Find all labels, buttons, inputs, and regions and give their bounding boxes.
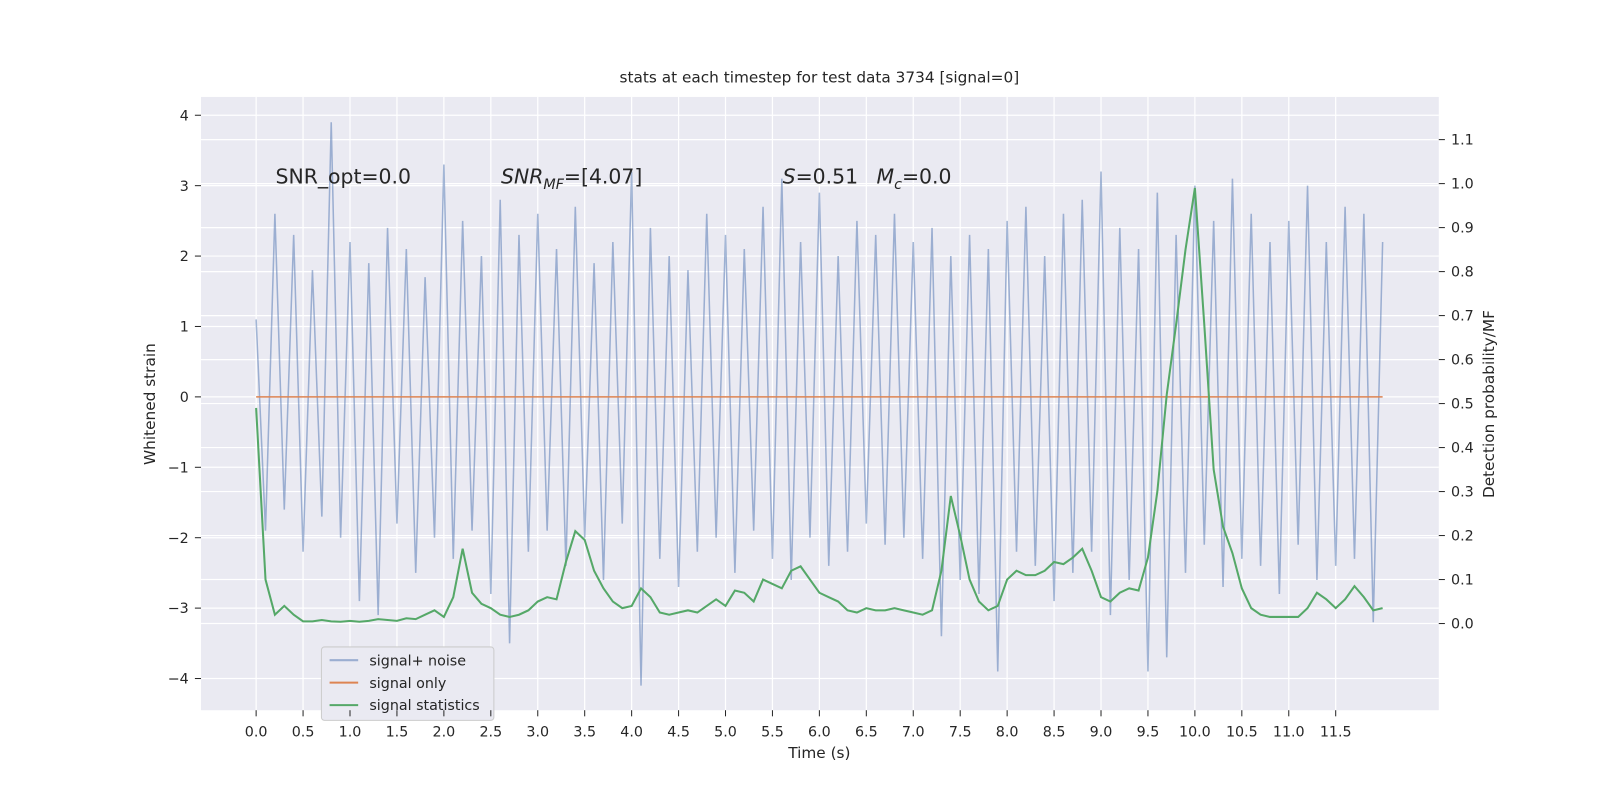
legend-label: signal statistics bbox=[369, 698, 479, 714]
x-tick-label: 7.0 bbox=[902, 725, 925, 741]
legend: signal+ noise signal only signal statistic… bbox=[320, 646, 495, 721]
y2-tick-label: 0.4 bbox=[1451, 441, 1474, 457]
x-tick-label: 0.5 bbox=[292, 725, 315, 741]
y-axis-label: Whitened strain bbox=[141, 343, 159, 465]
y2-axis-label: Detection probability/MF bbox=[1480, 310, 1498, 498]
x-tick-label: 1.5 bbox=[386, 725, 409, 741]
x-tick-label: 7.5 bbox=[949, 725, 972, 741]
x-tick-label: 6.0 bbox=[808, 725, 831, 741]
annotation: SNR_opt=0.0 bbox=[276, 165, 412, 190]
series-line bbox=[255, 187, 1383, 623]
y-tick-label: 0 bbox=[180, 390, 189, 406]
x-tick-label: 8.5 bbox=[1043, 725, 1066, 741]
x-tick-label: 5.5 bbox=[761, 725, 784, 741]
x-tick-label: 0.0 bbox=[245, 725, 268, 741]
annotation: SNRMF=[4.07] bbox=[501, 165, 642, 193]
y2-tick-label: 0.3 bbox=[1451, 485, 1474, 501]
x-tick-label: 10.5 bbox=[1226, 725, 1258, 741]
x-axis-label: Time (s) bbox=[787, 744, 850, 762]
x-tick-label: 2.5 bbox=[479, 725, 502, 741]
x-tick-label: 5.0 bbox=[714, 725, 737, 741]
y2-tick-label: 0.5 bbox=[1451, 397, 1474, 413]
x-tick-label: 2.0 bbox=[433, 725, 456, 741]
y2-tick-label: 0.9 bbox=[1451, 221, 1474, 237]
x-tick-label: 3.5 bbox=[573, 725, 596, 741]
y2-tick-label: 1.0 bbox=[1451, 177, 1474, 193]
annotation: S=0.51 bbox=[783, 165, 858, 189]
chart-title: stats at each timestep for test data 373… bbox=[620, 69, 1020, 87]
legend-box bbox=[320, 646, 495, 721]
legend-label: signal only bbox=[369, 676, 446, 692]
legend-label: signal+ noise bbox=[369, 653, 466, 669]
x-tick-label: 11.0 bbox=[1273, 725, 1305, 741]
x-tick-label: 3.0 bbox=[526, 725, 549, 741]
y2-tick-label: 1.1 bbox=[1451, 133, 1474, 149]
y-tick-label: −1 bbox=[168, 460, 189, 476]
y-tick-label: 2 bbox=[180, 249, 189, 265]
y2-tick-label: 0.0 bbox=[1451, 617, 1474, 633]
x-tick-label: 4.0 bbox=[620, 725, 643, 741]
y2-tick-label: 0.2 bbox=[1451, 529, 1474, 545]
y-tick-label: −2 bbox=[168, 531, 189, 547]
x-tick-label: 11.5 bbox=[1320, 725, 1352, 741]
x-tick-label: 8.0 bbox=[996, 725, 1019, 741]
y-tick-label: −3 bbox=[168, 601, 189, 617]
y-tick-label: 3 bbox=[180, 179, 189, 195]
x-tick-label: 1.0 bbox=[339, 725, 362, 741]
annotation: Mc=0.0 bbox=[877, 165, 952, 193]
y-tick-label: 4 bbox=[180, 108, 189, 124]
y2-tick-label: 0.7 bbox=[1451, 309, 1474, 325]
x-tick-label: 6.5 bbox=[855, 725, 878, 741]
y-tick-label: −4 bbox=[168, 672, 189, 688]
y2-tick-label: 0.6 bbox=[1451, 353, 1474, 369]
y-tick-label: 1 bbox=[180, 320, 189, 336]
x-tick-label: 9.0 bbox=[1090, 725, 1113, 741]
x-tick-label: 4.5 bbox=[667, 725, 690, 741]
y2-tick-label: 0.1 bbox=[1451, 573, 1474, 589]
series-line bbox=[255, 122, 1384, 686]
x-tick-label: 10.0 bbox=[1179, 725, 1211, 741]
x-tick-label: 9.5 bbox=[1137, 725, 1160, 741]
y2-tick-label: 0.8 bbox=[1451, 265, 1474, 281]
